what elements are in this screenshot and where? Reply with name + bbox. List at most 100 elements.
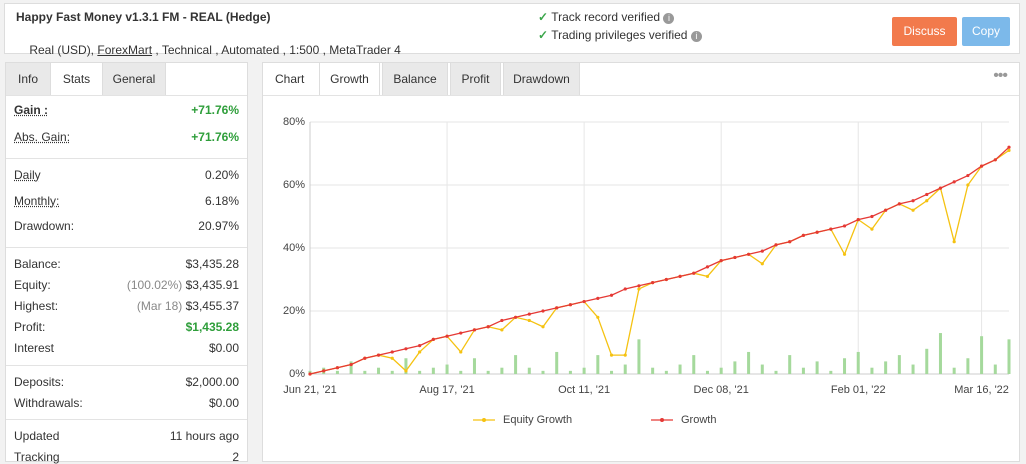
bar — [418, 370, 422, 374]
bar — [431, 367, 435, 374]
chart-tab[interactable]: Drawdown — [503, 63, 580, 95]
series-point — [541, 325, 545, 329]
series-line — [309, 146, 1010, 375]
series-point — [870, 214, 874, 219]
series-point — [623, 353, 627, 357]
discuss-button[interactable]: Discuss — [892, 17, 957, 46]
series-point — [966, 183, 970, 187]
series-point — [609, 293, 614, 297]
subtitle-text: Real (USD), — [29, 43, 98, 57]
series-point — [774, 243, 778, 247]
series-point — [897, 202, 901, 206]
bar — [747, 351, 751, 374]
series-point — [760, 249, 764, 253]
series-point — [705, 274, 710, 278]
series-point — [719, 259, 723, 263]
series-point — [459, 331, 463, 335]
stats-tab[interactable]: General — [103, 63, 166, 95]
bar — [856, 351, 860, 374]
series-point — [692, 271, 696, 275]
copy-button[interactable]: Copy — [962, 17, 1010, 46]
x-tick-label: Dec 08, '21 — [694, 384, 749, 396]
series-point — [733, 255, 737, 260]
stat-label: Highest: — [14, 298, 59, 313]
chart-tab[interactable]: Balance — [382, 63, 448, 95]
stat-label: Gain : — [14, 103, 49, 117]
stat-label: Updated — [14, 428, 60, 443]
bar — [897, 355, 901, 374]
bar — [486, 370, 490, 374]
bar — [377, 367, 381, 374]
broker-link[interactable]: ForexMart — [97, 43, 153, 57]
bar — [568, 370, 572, 374]
series-point — [705, 265, 710, 269]
series-point — [623, 287, 627, 291]
series-point — [513, 315, 518, 319]
x-tick-label: Mar 16, '22 — [954, 384, 1009, 396]
series-point — [390, 350, 394, 354]
bar — [980, 336, 984, 374]
stat-note: (Mar 18) — [136, 298, 183, 313]
stats-tab[interactable]: Stats — [51, 63, 103, 95]
stat-value-text: $3,435.28 — [185, 256, 239, 271]
chart-tab[interactable]: Growth — [319, 63, 380, 95]
stats-panel: Info Stats General Gain : +71.76% Abs. Gain: +… — [5, 62, 248, 464]
info-icon[interactable]: i — [690, 31, 702, 42]
y-tick-label: 20% — [283, 305, 305, 317]
series-point — [938, 186, 943, 190]
stat-value-text: $3,455.37 — [185, 298, 239, 313]
bar — [911, 364, 915, 374]
stat-label: Drawdown: — [14, 219, 75, 233]
bar — [843, 358, 847, 374]
chart: 0% 20% 40% 60% 80% Jun 21, '21 Aug 17, '21 Oct … — [283, 116, 1011, 426]
stat-value: $0.00 — [209, 396, 239, 410]
y-tick-label: 80% — [283, 116, 305, 128]
y-tick-label: 0% — [289, 368, 305, 380]
bar — [952, 367, 956, 374]
y-tick-label: 40% — [283, 242, 305, 254]
stats-tab[interactable]: Info — [6, 63, 51, 95]
stat-label: Deposits: — [14, 374, 65, 389]
stat-value-text: $1,435.28 — [185, 320, 239, 335]
stat-label: Balance: — [14, 256, 61, 271]
stat-value: (Mar 18) $3,455.37 — [137, 299, 239, 313]
check-icon: ✓ — [538, 10, 549, 24]
series-point — [952, 180, 956, 184]
series-point — [651, 281, 655, 285]
x-tick-label: Jun 21, '21 — [283, 384, 336, 396]
series-point — [884, 208, 888, 212]
bar — [788, 355, 792, 374]
x-tick-label: Oct 11, '21 — [558, 384, 610, 396]
subtitle: Real (USD), ForexMart , Technical , Auto… — [16, 29, 401, 71]
bar — [472, 358, 476, 374]
series-point — [856, 218, 860, 222]
menu-icon[interactable]: ••• — [993, 67, 1008, 84]
stat-value-text: $3,435.91 — [185, 277, 239, 292]
series-point — [678, 274, 682, 278]
chart-tab[interactable]: Profit — [450, 63, 501, 95]
series-line — [309, 149, 1010, 375]
series-point — [404, 347, 408, 351]
bar — [404, 358, 408, 374]
bar — [733, 361, 737, 374]
series-point — [637, 287, 641, 291]
stat-value-text: $2,000.00 — [185, 374, 239, 389]
info-icon[interactable]: i — [663, 13, 675, 24]
stat-note: (100.02%) — [126, 277, 183, 292]
series-point — [815, 230, 819, 234]
series-point — [870, 227, 874, 231]
stat-value: $3,435.28 — [186, 257, 239, 271]
bar — [705, 370, 709, 374]
series-point — [1007, 145, 1011, 149]
separator — [6, 246, 247, 248]
bar — [774, 370, 778, 374]
bar — [582, 367, 586, 374]
series-point — [418, 344, 422, 348]
series-point — [555, 306, 559, 310]
series-point — [664, 277, 668, 282]
stat-value-text: +71.76% — [191, 103, 239, 117]
bar — [363, 370, 367, 374]
series-point — [486, 325, 490, 329]
verification-text: Trading privileges verified — [551, 28, 688, 42]
stat-label: Equity: — [14, 277, 51, 292]
